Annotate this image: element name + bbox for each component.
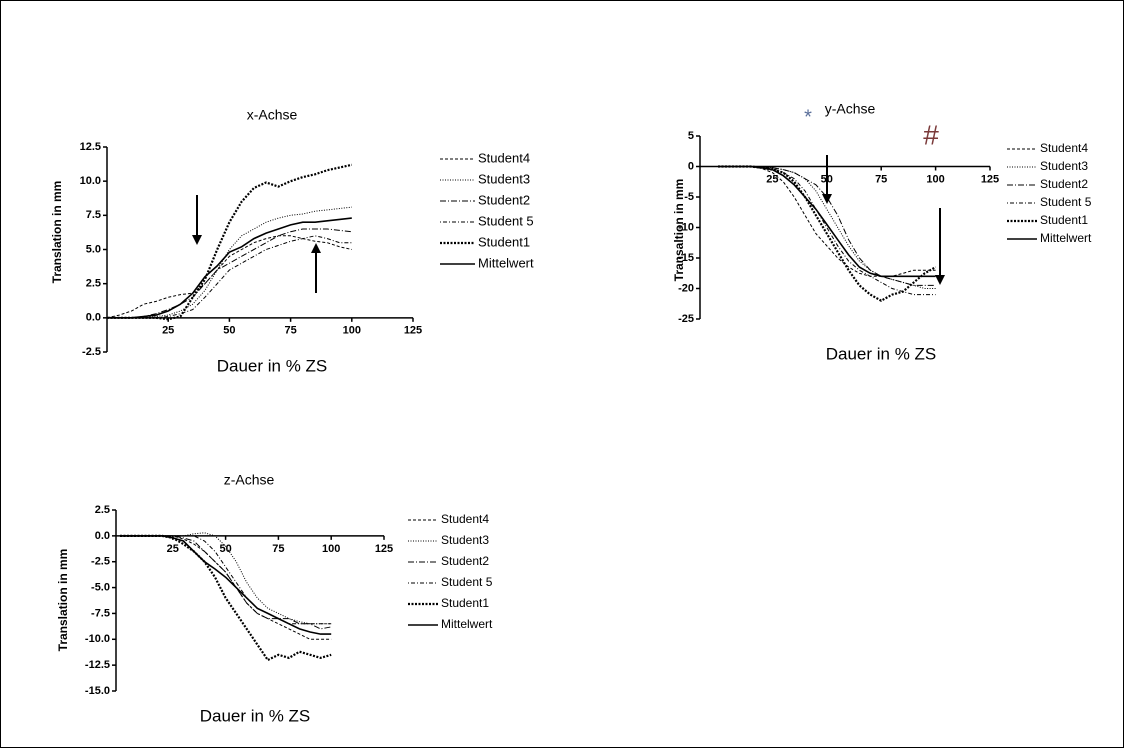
legend-label: Student1	[478, 234, 530, 249]
y-tick-label: 7.5	[86, 209, 101, 221]
y-tick-label: -5	[684, 191, 694, 203]
x-tick-label: 75	[875, 173, 887, 185]
legend-label: Student 5	[441, 575, 493, 589]
y-axis-label: Transaltion in mm	[672, 179, 686, 282]
legend-label: Mittelwert	[441, 617, 493, 631]
x-tick-label: 25	[167, 543, 179, 555]
legend-label: Student3	[441, 533, 489, 547]
legend-label: Mittelwert	[1040, 231, 1092, 245]
legend-label: Student2	[441, 554, 489, 568]
y-tick-label: 10.0	[80, 175, 101, 187]
y-tick-label: -25	[678, 313, 694, 325]
series-line	[718, 165, 936, 278]
legend-label: Student1	[1040, 213, 1088, 227]
legend-label: Student1	[441, 596, 489, 610]
y-axis-label: Translation in mm	[56, 549, 70, 652]
y-tick-label: -20	[678, 282, 694, 294]
x-axis-label: Dauer in % ZS	[200, 706, 311, 725]
y-tick-label: -15	[678, 252, 694, 264]
legend-label: Student2	[478, 192, 530, 207]
legend-label: Student3	[1040, 159, 1088, 173]
series-line	[107, 228, 352, 319]
legend-label: Student4	[441, 512, 489, 526]
y-tick-label: 5.0	[86, 243, 101, 255]
x-tick-label: 125	[375, 543, 393, 555]
y-tick-label: -10.0	[85, 633, 110, 645]
y-axis-label: Translation in mm	[50, 181, 64, 284]
annotation: #	[923, 119, 939, 150]
x-tick-label: 50	[223, 325, 235, 337]
x-tick-label: 75	[284, 325, 296, 337]
y-tick-label: 2.5	[95, 504, 110, 516]
y-tick-label: -15.0	[85, 685, 110, 697]
x-axis-label: Dauer in % ZS	[217, 356, 328, 375]
x-tick-label: 100	[322, 543, 340, 555]
y-tick-label: 2.5	[86, 278, 101, 290]
y-tick-label: -5.0	[91, 581, 110, 593]
legend-label: Student 5	[1040, 195, 1092, 209]
chart-title: x-Achse	[247, 107, 298, 123]
x-tick-label: 125	[404, 325, 422, 337]
x-tick-label: 50	[219, 543, 231, 555]
series-line	[120, 535, 332, 635]
y-tick-label: 0.0	[86, 312, 101, 324]
series-line	[107, 217, 352, 319]
x-tick-label: 100	[926, 173, 944, 185]
series-line	[106, 235, 352, 319]
y-tick-label: -12.5	[85, 659, 110, 671]
y-tick-label: -10	[678, 221, 694, 233]
x-axis-label: Dauer in % ZS	[826, 344, 937, 363]
legend-label: Student2	[1040, 177, 1088, 191]
series-line	[107, 235, 352, 319]
y-tick-label: 12.5	[80, 141, 101, 153]
legend-label: Mittelwert	[478, 255, 534, 270]
annotation: *	[804, 106, 812, 128]
chart-title: y-Achse	[825, 101, 876, 117]
y-tick-label: -7.5	[91, 607, 110, 619]
series-line	[107, 163, 353, 321]
x-tick-label: 25	[162, 325, 174, 337]
legend-label: Student4	[1040, 141, 1088, 155]
x-tick-label: 25	[766, 173, 778, 185]
y-tick-label: -2.5	[82, 346, 101, 358]
legend-label: Student3	[478, 171, 530, 186]
y-tick-label: 0	[688, 160, 694, 172]
chart-title: z-Achse	[224, 472, 275, 488]
x-tick-label: 75	[272, 543, 284, 555]
series-line	[120, 535, 332, 625]
y-tick-label: 5	[688, 130, 694, 142]
y-tick-label: -2.5	[91, 556, 110, 568]
x-tick-label: 125	[981, 173, 999, 185]
y-tick-label: 0.0	[95, 530, 110, 542]
legend-label: Student4	[478, 150, 530, 165]
legend-label: Student 5	[478, 213, 534, 228]
x-tick-label: 100	[343, 325, 361, 337]
